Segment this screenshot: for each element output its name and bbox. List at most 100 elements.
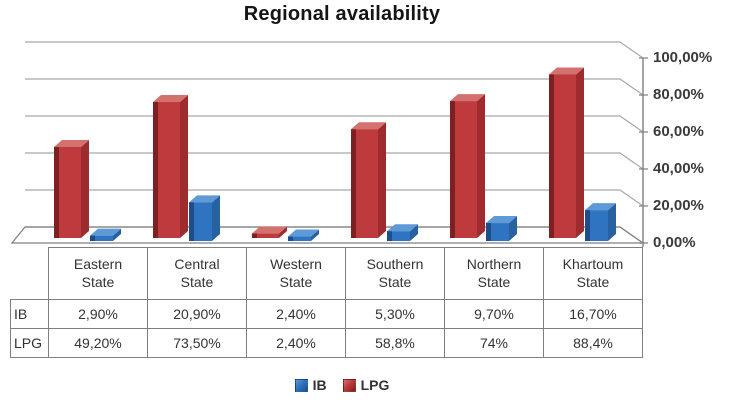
value-lpg-southern-state: 58,8%	[345, 328, 445, 358]
column-header-line: State	[180, 273, 214, 290]
bar-top-face	[486, 216, 517, 224]
bar-side-face	[608, 203, 616, 241]
bars	[54, 67, 616, 241]
bar-top-face	[450, 94, 485, 102]
column-header-northern-state: Northern State	[444, 247, 544, 300]
column-header-line: Northern	[466, 256, 522, 272]
bar-ib-eastern-state	[90, 228, 121, 241]
value-lpg-central-state: 73,50%	[147, 328, 247, 358]
bar-side-face	[279, 226, 287, 238]
bar-left-shade	[288, 236, 293, 241]
value-lpg-western-state: 2,40%	[246, 328, 346, 358]
legend: IB LPG	[0, 377, 684, 393]
bar-left-shade	[153, 102, 158, 239]
bar-front-face	[585, 210, 608, 241]
table-row-lpg: LPG 49,20% 73,50% 2,40% 58,8% 74% 88,4%	[10, 328, 643, 358]
legend-label-lpg: LPG	[360, 377, 390, 393]
bar-lpg-western-state	[252, 226, 287, 238]
value-ib-western-state: 2,40%	[246, 299, 346, 329]
column-header-line: State	[279, 273, 313, 290]
value-ib-khartoum-state: 16,70%	[543, 299, 643, 329]
y-axis-tick-label: 40,00%	[653, 160, 704, 177]
column-header-line: Eastern	[73, 256, 123, 272]
bar-top-face	[153, 95, 188, 103]
column-header-line: State	[576, 273, 610, 290]
gridline	[25, 189, 644, 207]
column-header-line: Central	[174, 256, 220, 272]
bar-side-face	[212, 195, 220, 241]
bar-top-face	[351, 122, 386, 130]
bar-ib-southern-state	[387, 224, 418, 241]
bar-top-face	[189, 195, 220, 203]
bar-top-face	[549, 67, 584, 75]
column-header-eastern-state: Eastern State	[48, 247, 148, 300]
column-header-line: State	[477, 273, 511, 290]
bar-side-face	[311, 229, 319, 241]
bar-lpg-southern-state	[351, 122, 386, 238]
bar-side-face	[378, 122, 386, 238]
bar-left-shade	[549, 74, 554, 239]
bar-left-shade	[387, 231, 392, 241]
bar-side-face	[410, 224, 418, 241]
bar-top-face	[252, 226, 287, 234]
table-corner-cell	[10, 247, 49, 300]
bar-top-face	[90, 228, 121, 236]
y-axis-tick-label: 60,00%	[653, 123, 704, 140]
bar-side-face	[180, 95, 188, 239]
bar-lpg-northern-state	[450, 94, 485, 238]
bar-top-face	[54, 139, 89, 147]
bar-left-shade	[450, 101, 455, 238]
value-ib-eastern-state: 2,90%	[48, 299, 148, 329]
bar-ib-northern-state	[486, 216, 517, 241]
column-header-line: Western	[270, 256, 322, 272]
bar-ib-western-state	[288, 229, 319, 241]
gridline	[25, 78, 644, 96]
y-axis: 0,00% 20,00% 40,00% 60,00% 80,00% 100,00%	[639, 49, 712, 251]
bar-ib-khartoum-state	[585, 203, 616, 241]
bar-left-shade	[252, 233, 257, 238]
column-header-line: Southern	[366, 256, 424, 272]
bar-side-face	[509, 216, 517, 241]
column-header-line: State	[81, 273, 115, 290]
value-lpg-eastern-state: 49,20%	[48, 328, 148, 358]
bar-top-face	[387, 224, 418, 232]
bar-front-face	[288, 236, 311, 241]
legend-swatch-lpg-icon	[342, 378, 356, 392]
bar-side-face	[113, 228, 121, 241]
row-header-ib: IB	[10, 299, 49, 329]
gridline	[25, 152, 644, 170]
column-header-line: Khartoum	[562, 256, 624, 272]
bar-left-shade	[54, 146, 59, 238]
value-ib-northern-state: 9,70%	[444, 299, 544, 329]
bar-left-shade	[351, 129, 356, 238]
legend-label-ib: IB	[312, 377, 327, 393]
bar-front-face	[252, 233, 279, 238]
column-header-khartoum-state: Khartoum State	[543, 247, 643, 300]
data-table: Eastern State Central State Western State Sout…	[10, 247, 643, 358]
bar-front-face	[486, 223, 509, 241]
value-ib-southern-state: 5,30%	[345, 299, 445, 329]
bar-lpg-eastern-state	[54, 139, 89, 238]
bar-front-face	[189, 202, 212, 241]
bar-top-face	[288, 229, 319, 237]
table-header-row: Eastern State Central State Western State Sout…	[10, 247, 643, 300]
chart-title: Regional availability	[243, 3, 441, 25]
gridline	[25, 115, 644, 133]
row-header-lpg: LPG	[10, 328, 49, 358]
y-axis-tick-label: 80,00%	[653, 86, 704, 103]
bar-front-face	[387, 231, 410, 241]
legend-item-lpg: LPG	[342, 377, 390, 393]
bar-left-shade	[189, 202, 194, 241]
bar-top-face	[585, 203, 616, 211]
bar-front-face	[90, 235, 113, 241]
column-header-western-state: Western State	[246, 247, 346, 300]
bar-side-face	[81, 139, 89, 238]
bar-ib-central-state	[189, 195, 220, 241]
bar-lpg-central-state	[153, 95, 188, 239]
column-header-central-state: Central State	[147, 247, 247, 300]
gridline	[25, 41, 644, 59]
legend-item-ib: IB	[294, 377, 327, 393]
value-lpg-northern-state: 74%	[444, 328, 544, 358]
